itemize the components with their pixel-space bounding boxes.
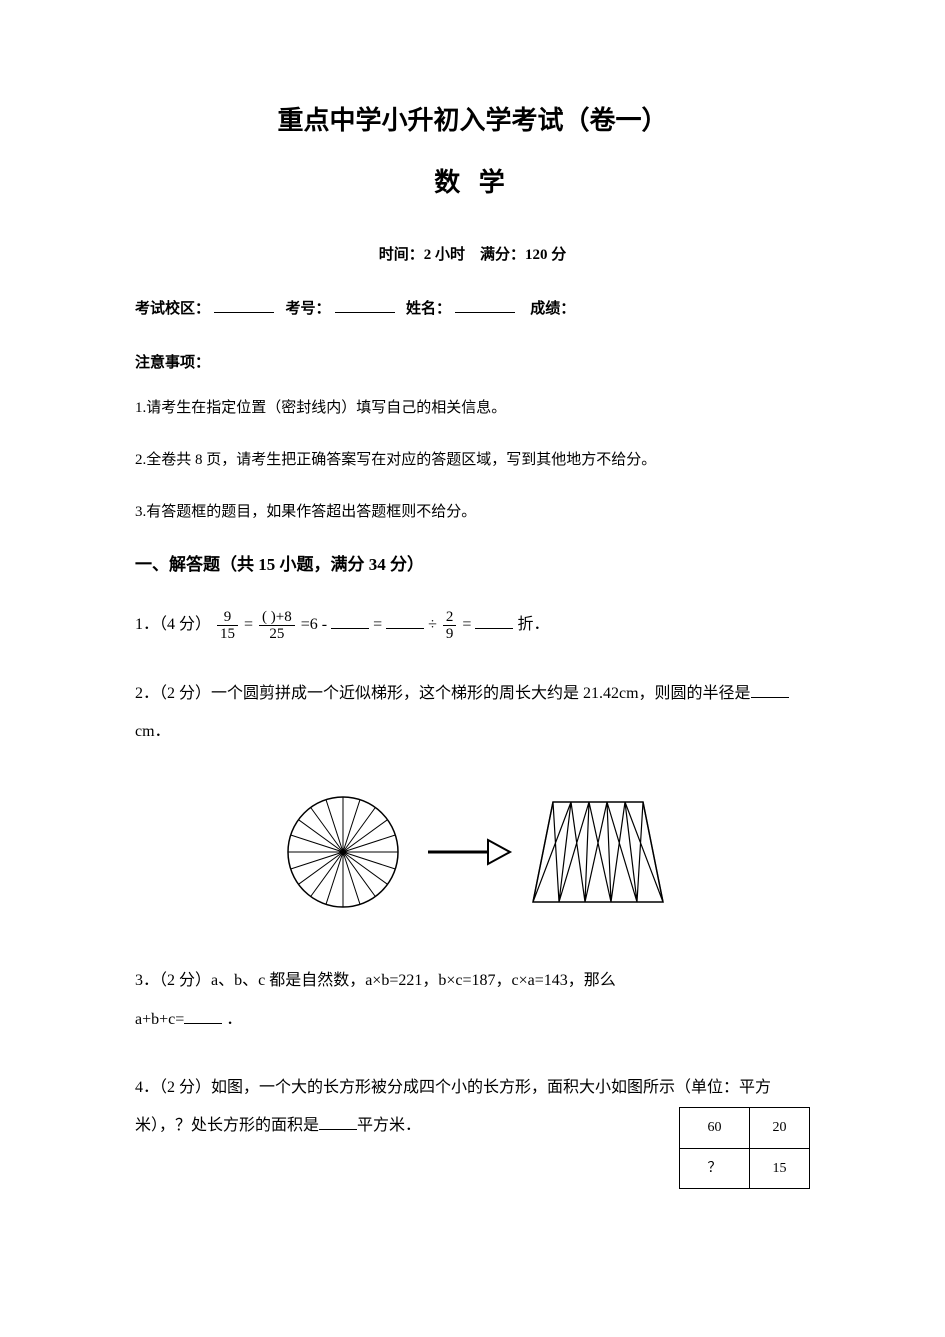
q1-frac3-num: 2 xyxy=(443,609,457,627)
exam-subject: 数 学 xyxy=(135,162,810,204)
q4-rect-table: 60 20 ？ 15 xyxy=(679,1107,810,1189)
q4-cell-bl: ？ xyxy=(680,1148,750,1189)
campus-blank[interactable] xyxy=(214,298,274,313)
question-3: 3．（2 分）a、b、c 都是自然数，a×b=221，b×c=187，c×a=1… xyxy=(135,962,810,1039)
q2-text: 2．（2 分）一个圆剪拼成一个近似梯形，这个梯形的周长大约是 21.42cm，则… xyxy=(135,685,751,702)
time-label: 时间： xyxy=(379,247,424,263)
q2-unit: cm． xyxy=(135,723,171,740)
q4-unit: 平方米． xyxy=(357,1117,421,1134)
q1-frac2-den: 25 xyxy=(259,626,295,643)
score-label: 满分： xyxy=(480,247,525,263)
student-fields: 考试校区： 考号： 姓名： 成绩： xyxy=(135,297,810,321)
q3-text-a: 3．（2 分）a、b、c 都是自然数，a×b=221，b×c=187，c×a=1… xyxy=(135,972,616,989)
name-label: 姓名： xyxy=(406,301,451,317)
q1-prefix: 1．（4 分） xyxy=(135,616,211,633)
q4-blank[interactable] xyxy=(319,1114,357,1130)
examno-blank[interactable] xyxy=(335,298,395,313)
exam-title: 重点中学小升初入学考试（卷一） xyxy=(135,100,810,142)
q4-cell-tr: 20 xyxy=(750,1107,810,1148)
score-value: 120 分 xyxy=(525,247,566,263)
examno-label: 考号： xyxy=(286,301,331,317)
q1-eq1: = xyxy=(244,616,253,633)
q1-frac2: ( )+825 xyxy=(259,609,295,643)
time-value: 2 小时 xyxy=(424,247,465,263)
q1-frac3: 29 xyxy=(443,609,457,643)
q2-diagram xyxy=(135,782,810,931)
q4-cell-tl: 60 xyxy=(680,1107,750,1148)
q1-suffix: 折． xyxy=(517,616,549,633)
q2-blank[interactable] xyxy=(751,682,789,698)
grade-label: 成绩： xyxy=(530,301,575,317)
q1-frac1-den: 15 xyxy=(217,626,238,643)
q4-text: 4．（2 分）如图，一个大的长方形被分成四个小的长方形，面积大小如图所示（单位：… xyxy=(135,1079,771,1134)
q3-blank[interactable] xyxy=(184,1008,222,1024)
notice-3: 3.有答题框的题目，如果作答超出答题框则不给分。 xyxy=(135,499,810,526)
q1-eq2: =6 - xyxy=(301,616,327,633)
question-4: 4．（2 分）如图，一个大的长方形被分成四个小的长方形，面积大小如图所示（单位：… xyxy=(135,1069,810,1146)
q1-blank1[interactable] xyxy=(331,613,369,629)
name-blank[interactable] xyxy=(455,298,515,313)
question-2: 2．（2 分）一个圆剪拼成一个近似梯形，这个梯形的周长大约是 21.42cm，则… xyxy=(135,675,810,752)
q1-eq3: = xyxy=(373,616,382,633)
q3-text-b: a+b+c= xyxy=(135,1011,184,1028)
q1-div: ÷ xyxy=(428,616,437,633)
q4-cell-br: 15 xyxy=(750,1148,810,1189)
q1-frac2-num: ( )+8 xyxy=(259,609,295,627)
q1-blank3[interactable] xyxy=(475,613,513,629)
q1-frac1-num: 9 xyxy=(217,609,238,627)
q3-period: ． xyxy=(226,1011,242,1028)
q1-blank2[interactable] xyxy=(386,613,424,629)
section-1-title: 一、解答题（共 15 小题，满分 34 分） xyxy=(135,551,810,578)
notice-heading: 注意事项： xyxy=(135,351,810,375)
q1-frac3-den: 9 xyxy=(443,626,457,643)
notice-2: 2.全卷共 8 页，请考生把正确答案写在对应的答题区域，写到其他地方不给分。 xyxy=(135,447,810,474)
circle-trapezoid-diagram xyxy=(263,782,683,922)
q1-eq4: = xyxy=(462,616,471,633)
campus-label: 考试校区： xyxy=(135,301,210,317)
exam-meta: 时间：2 小时 满分：120 分 xyxy=(135,243,810,267)
question-1: 1．（4 分） 915 = ( )+825 =6 - = ÷ 29 = 折． xyxy=(135,606,810,644)
notice-1: 1.请考生在指定位置（密封线内）填写自己的相关信息。 xyxy=(135,395,810,422)
q1-frac1: 915 xyxy=(217,609,238,643)
